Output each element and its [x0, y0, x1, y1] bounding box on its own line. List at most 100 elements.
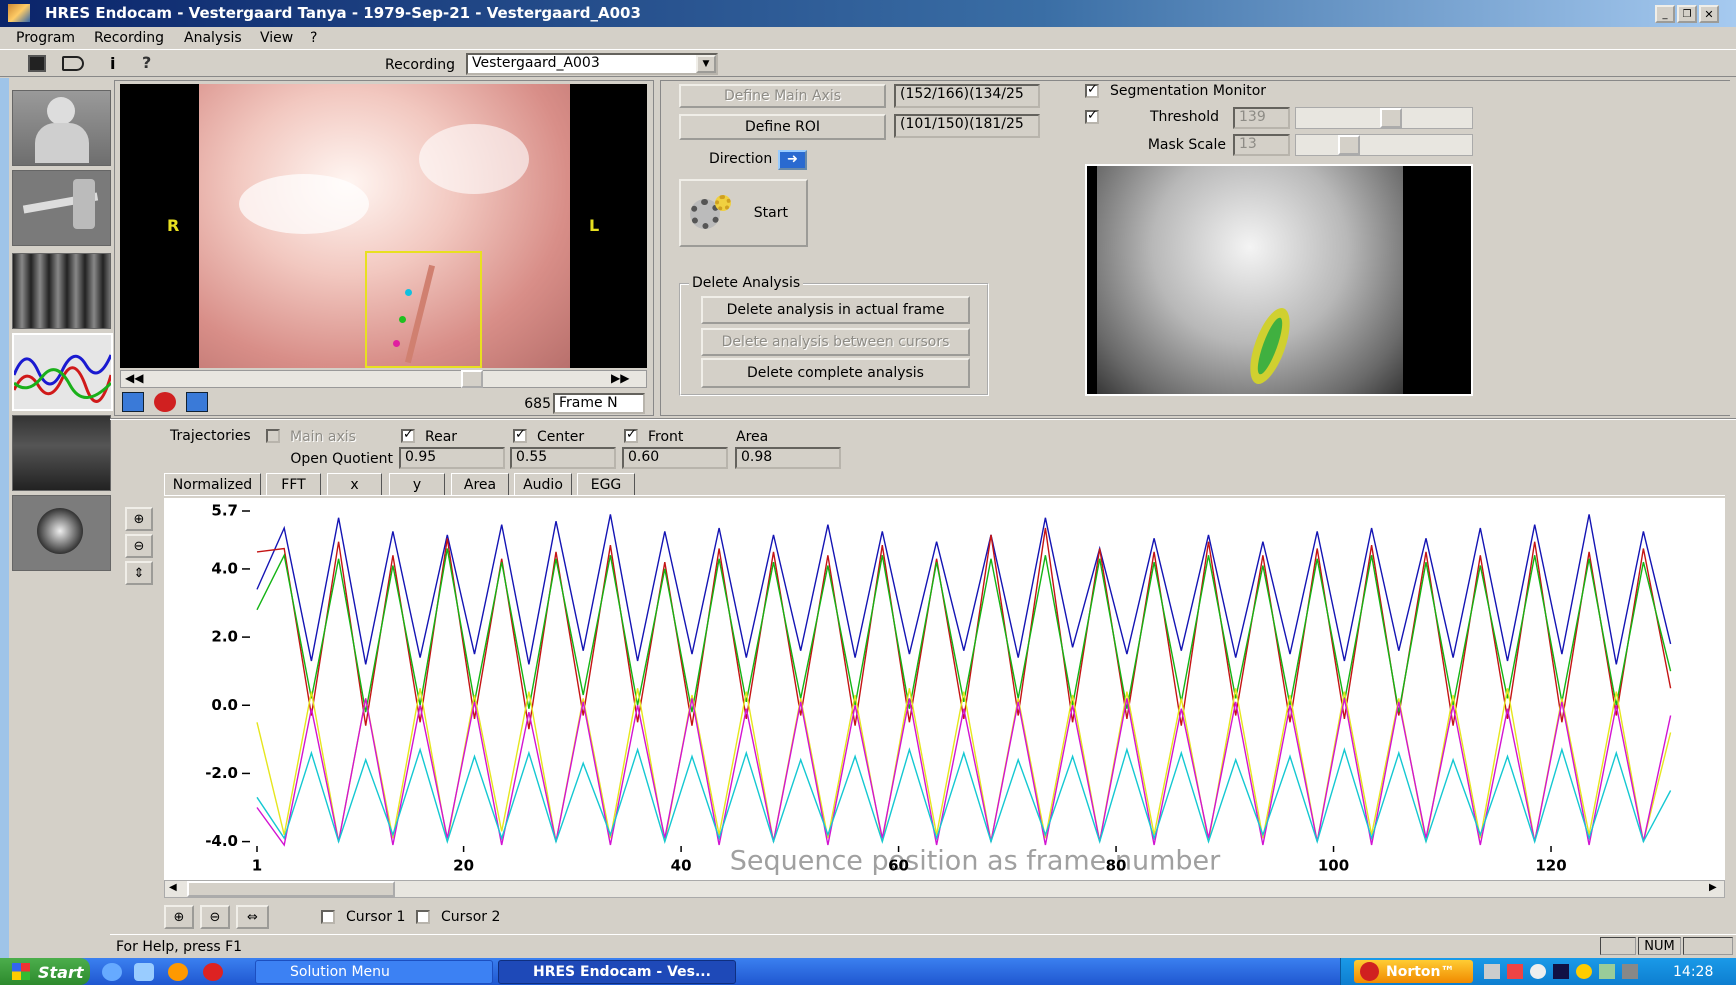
patient-tile[interactable] — [12, 90, 111, 166]
tray-icon[interactable] — [1576, 964, 1592, 979]
direction-button[interactable]: ➜ — [778, 150, 807, 170]
trajectory-icon — [14, 335, 111, 409]
cursor-checkbox[interactable] — [321, 910, 335, 924]
mask-scale-field[interactable]: 13 — [1233, 134, 1290, 156]
trajectory-checkbox[interactable] — [266, 429, 280, 443]
start-button[interactable]: Start — [679, 179, 808, 247]
y-tick-label: 4.0 — [211, 559, 238, 577]
recording-combo[interactable]: Vestergaard_A003 — [466, 53, 718, 75]
next-button[interactable] — [186, 392, 208, 412]
tab-line — [164, 495, 1725, 496]
frame-slider[interactable]: ◀◀ ▶▶ — [120, 370, 647, 388]
help-icon[interactable]: ? — [142, 55, 151, 71]
norton-label: Norton™ — [1386, 964, 1455, 980]
endoscopic-image — [199, 84, 570, 368]
desktop-edge — [0, 78, 9, 958]
threshold-field[interactable]: 139 — [1233, 107, 1290, 129]
zoom-in-button[interactable]: ⊕ — [125, 507, 153, 531]
menu-item[interactable]: ? — [310, 31, 317, 45]
cursor-checkbox[interactable] — [416, 910, 430, 924]
tray-icon[interactable] — [1622, 964, 1638, 979]
tab[interactable]: y — [389, 473, 445, 496]
restore-button[interactable]: ❐ — [1677, 5, 1697, 23]
sound-icon[interactable] — [62, 56, 84, 71]
menu-item[interactable]: Program — [16, 31, 75, 45]
y-tick-label: 5.7 — [211, 502, 238, 520]
norton-badge[interactable]: Norton™ — [1354, 960, 1473, 983]
trajectory-checkbox[interactable] — [513, 429, 527, 443]
define-roi-button[interactable]: Define ROI — [679, 114, 886, 140]
prev-button[interactable] — [122, 392, 144, 412]
threshold-checkbox[interactable] — [1085, 110, 1099, 124]
y-tick-label: 2.0 — [211, 628, 238, 646]
trajectory-tile[interactable] — [12, 333, 113, 411]
minimize-button[interactable]: _ — [1655, 5, 1675, 23]
segmentation-checkbox[interactable] — [1085, 84, 1099, 98]
clock: 14:28 — [1673, 965, 1713, 979]
mask-scale-slider[interactable] — [1295, 134, 1473, 156]
open-quotient-field: 0.98 — [735, 447, 841, 469]
menu-item[interactable]: Analysis — [184, 31, 242, 45]
y-tick-label: -2.0 — [205, 764, 238, 782]
quicklaunch-icon[interactable] — [134, 963, 154, 981]
tray-icon[interactable] — [1553, 964, 1569, 979]
trajectory-chart: Sequence position as frame number 5.7 4.0… — [164, 498, 1725, 880]
trajectories-label: Trajectories — [170, 429, 251, 443]
left-marker: R — [167, 218, 179, 234]
fit-x-button[interactable]: ⇔ — [236, 905, 269, 929]
tab[interactable]: Area — [451, 473, 509, 496]
phonovibrogram-tile[interactable] — [12, 415, 111, 491]
kymogram-tile[interactable] — [12, 253, 111, 329]
start-button[interactable]: Start — [0, 958, 90, 985]
status-pane — [1683, 937, 1733, 955]
delete-complete-button[interactable]: Delete complete analysis — [701, 358, 970, 388]
trajectory-option-label: Front — [648, 430, 683, 444]
x-axis-label: Sequence position as frame number — [730, 846, 1221, 877]
fit-button[interactable]: ⇕ — [125, 561, 153, 585]
stop-button[interactable] — [154, 392, 176, 412]
menu-item[interactable]: Recording — [94, 31, 164, 45]
start-label: Start — [754, 205, 788, 221]
open-quotient-field: 0.95 — [399, 447, 505, 469]
zoom-out-x-button[interactable]: ⊖ — [200, 905, 230, 929]
camera-tile[interactable] — [12, 495, 111, 571]
save-icon[interactable] — [28, 55, 46, 72]
threshold-slider[interactable] — [1295, 107, 1473, 129]
y-tick-label: 0.0 — [211, 696, 238, 714]
tray-icon[interactable] — [1507, 964, 1523, 979]
tray-icon[interactable] — [1599, 964, 1615, 979]
tray-icon[interactable] — [1530, 964, 1546, 979]
frame-mode-combo[interactable]: Frame N — [553, 393, 645, 414]
info-icon[interactable]: i — [110, 56, 115, 72]
x-tick-label: 80 — [1106, 857, 1127, 875]
delete-frame-button[interactable]: Delete analysis in actual frame — [701, 296, 970, 324]
taskbar-item[interactable]: Solution Menu — [255, 960, 493, 984]
tab[interactable]: x — [327, 473, 382, 496]
delete-between-button[interactable]: Delete analysis between cursors — [701, 328, 970, 356]
combo-arrow[interactable]: ▼ — [696, 55, 716, 73]
cursor-label: Cursor 2 — [441, 910, 500, 924]
horizontal-scrollbar[interactable]: ◀ ▶ — [164, 880, 1725, 898]
tab[interactable]: FFT — [266, 473, 321, 496]
quicklaunch-icon[interactable] — [102, 963, 122, 981]
taskbar-item-active[interactable]: HRES Endocam - Ves... — [498, 960, 736, 984]
tab[interactable]: Audio — [514, 473, 572, 496]
roi-coords: (101/150)(181/25 — [894, 114, 1040, 138]
trajectory-option-label: Main axis — [290, 430, 356, 444]
quicklaunch-icon[interactable] — [168, 963, 188, 981]
tab[interactable]: EGG — [577, 473, 635, 496]
tray-icon[interactable] — [1484, 964, 1500, 979]
zoom-in-x-button[interactable]: ⊕ — [164, 905, 194, 929]
mask-scale-label: Mask Scale — [1120, 138, 1226, 152]
x-tick-label: 100 — [1318, 857, 1349, 875]
menu-item[interactable]: View — [260, 31, 293, 45]
endoscope-tile[interactable] — [12, 170, 111, 246]
zoom-out-button[interactable]: ⊖ — [125, 534, 153, 558]
trajectory-checkbox[interactable] — [401, 429, 415, 443]
open-quotient-field: 0.55 — [510, 447, 616, 469]
close-button[interactable]: ✕ — [1699, 5, 1719, 23]
tab[interactable]: Normalized — [164, 473, 261, 496]
define-main-axis-button[interactable]: Define Main Axis — [679, 84, 886, 108]
trajectory-checkbox[interactable] — [624, 429, 638, 443]
quicklaunch-icon[interactable] — [203, 963, 223, 981]
